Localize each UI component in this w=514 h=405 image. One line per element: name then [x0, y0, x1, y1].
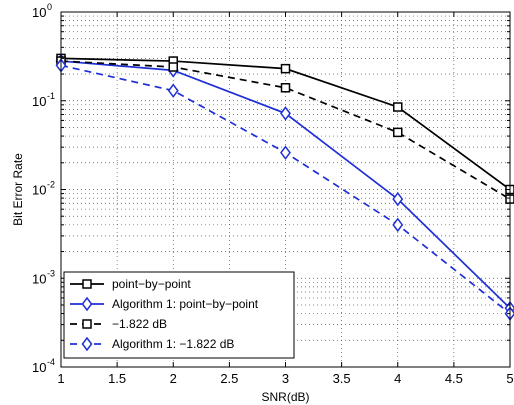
data-point [392, 217, 404, 233]
data-point [280, 63, 291, 74]
legend: point−by−point Algorithm 1: point−by−poin… [63, 271, 295, 359]
x-tick-label: 4.5 [445, 371, 463, 386]
x-tick-label: 5 [506, 371, 513, 386]
x-tick-label: 2.5 [220, 371, 238, 386]
legend-marker [82, 319, 92, 329]
data-point [393, 127, 403, 138]
x-tick-label: 1 [57, 371, 64, 386]
x-axis-title: SNR(dB) [261, 390, 309, 404]
legend-box [63, 271, 295, 359]
data-point [280, 145, 291, 160]
series-4 [55, 58, 514, 321]
y-tick-label: 10 [32, 271, 46, 286]
data-point [393, 102, 403, 112]
y-tick-label: 10 [32, 94, 46, 109]
legend-entry: point−by−point [70, 277, 191, 291]
x-tick-label: 3.5 [333, 371, 351, 386]
data-point [392, 191, 404, 207]
data-point [167, 83, 179, 98]
y-tick-label: 10 [32, 360, 46, 375]
data-point [280, 106, 291, 121]
data-point [168, 62, 178, 72]
legend-entry: Algorithm 1: point−by−point [70, 296, 259, 312]
x-tick-label: 1.5 [108, 371, 126, 386]
legend-label: −1.822 dB [112, 317, 167, 331]
legend-marker [81, 296, 93, 312]
x-tick-label: 2 [170, 371, 177, 386]
legend-label: Algorithm 1: −1.822 dB [112, 337, 234, 351]
data-point [280, 83, 291, 93]
legend-label: Algorithm 1: point−by−point [112, 297, 259, 311]
y-axis-title: Bit Error Rate [11, 153, 25, 226]
series-line [60, 60, 511, 200]
y-tick-label: 10 [32, 183, 46, 198]
y-tick-exponent: -4 [47, 357, 55, 367]
y-tick-exponent: -3 [47, 268, 55, 278]
y-tick-label: 10 [32, 5, 46, 20]
y-tick-exponent: -1 [47, 91, 55, 101]
x-tick-label: 4 [394, 371, 401, 386]
y-tick-exponent: 0 [47, 2, 52, 12]
legend-entry: Algorithm 1: −1.822 dB [70, 336, 234, 352]
legend-label: point−by−point [112, 277, 191, 291]
legend-marker [82, 279, 92, 289]
y-tick-exponent: -2 [47, 180, 55, 190]
x-tick-label: 3 [282, 371, 289, 386]
legend-marker [81, 336, 93, 352]
legend-entry: −1.822 dB [70, 317, 167, 331]
